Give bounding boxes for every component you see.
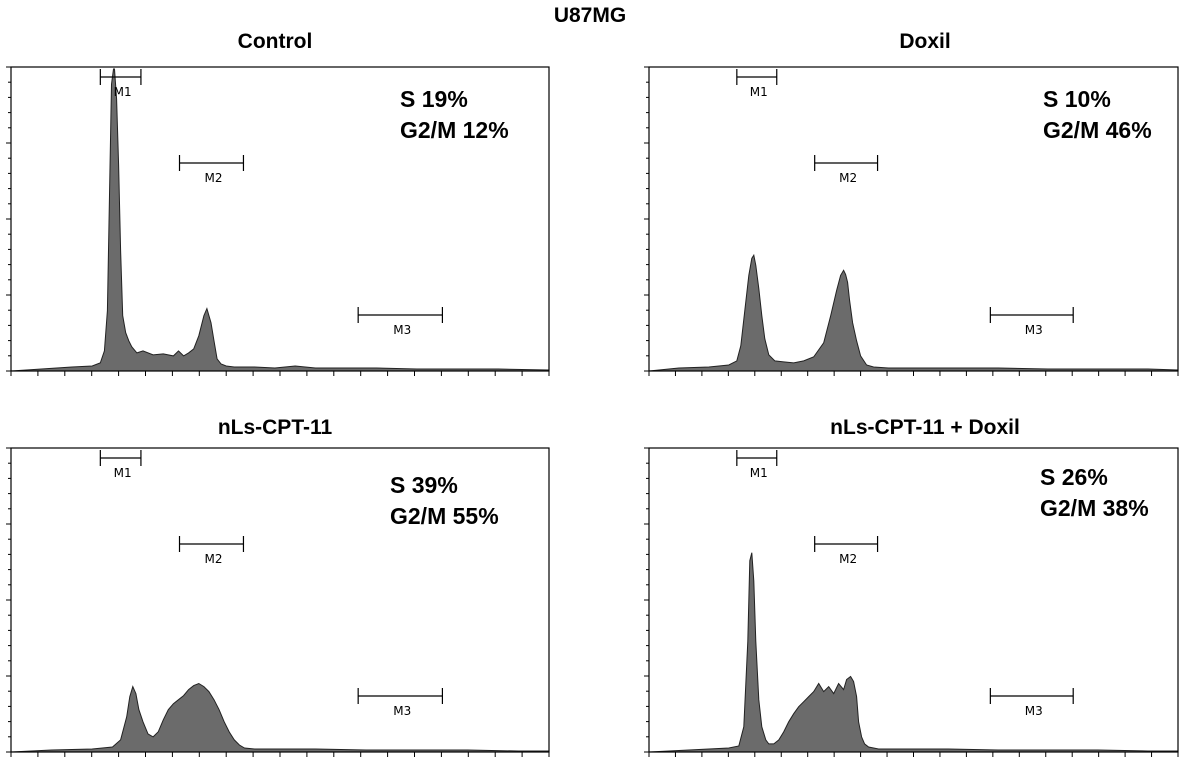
panel-title: Control: [237, 30, 313, 53]
histogram-area: [10, 682, 550, 753]
panel-title: nLs-CPT-11: [217, 416, 333, 439]
gate-label: M2: [839, 552, 857, 566]
phase-stat-line: S 26%: [1040, 462, 1149, 493]
phase-label: G2/M: [1040, 495, 1097, 521]
gate-label: M2: [204, 171, 222, 185]
phase-stat-line: S 19%: [400, 84, 509, 115]
phase-stat-line: G2/M 12%: [400, 115, 509, 146]
phase-label: G2/M: [1043, 117, 1100, 143]
gate-label: M2: [839, 171, 857, 185]
gate-marker: M2: [178, 155, 245, 185]
phase-stat-line: S 39%: [390, 470, 499, 501]
gate-label: M1: [114, 466, 132, 480]
phase-stats: S 26% G2/M 38%: [1040, 462, 1149, 524]
histogram-area: [648, 552, 1179, 753]
phase-stat-line: S 10%: [1043, 84, 1152, 115]
phase-stats: S 10% G2/M 46%: [1043, 84, 1152, 146]
phase-stat-line: G2/M 38%: [1040, 493, 1149, 524]
phase-label: S: [1043, 86, 1059, 112]
phase-stat-line: G2/M 46%: [1043, 115, 1152, 146]
gate-label: M2: [204, 552, 222, 566]
phase-value: 19%: [421, 86, 468, 112]
histogram-area: [10, 68, 550, 372]
histogram-area: [648, 253, 1179, 372]
phase-value: 39%: [411, 472, 458, 498]
gate-label: M1: [750, 85, 768, 99]
panel-title: Doxil: [899, 30, 951, 53]
gate-marker: M1: [736, 450, 778, 480]
figure-title: U87MG: [553, 4, 627, 27]
gate-label: M3: [1025, 323, 1043, 337]
phase-value: 46%: [1105, 117, 1152, 143]
gate-label: M1: [750, 466, 768, 480]
phase-stats: S 39% G2/M 55%: [390, 470, 499, 532]
gate-label: M3: [393, 704, 411, 718]
gate-label: M3: [393, 323, 411, 337]
phase-label: S: [1040, 464, 1056, 490]
phase-value: 12%: [462, 117, 509, 143]
gate-marker: M1: [99, 450, 142, 480]
gate-marker: M2: [814, 536, 879, 566]
phase-label: S: [390, 472, 406, 498]
gate-marker: M2: [178, 536, 245, 566]
panel-title: nLs-CPT-11 + Doxil: [830, 416, 1020, 439]
phase-label: S: [400, 86, 416, 112]
phase-stats: S 19% G2/M 12%: [400, 84, 509, 146]
phase-value: 26%: [1061, 464, 1108, 490]
phase-value: 55%: [452, 503, 499, 529]
phase-value: 38%: [1102, 495, 1149, 521]
gate-marker: M3: [357, 688, 444, 718]
gate-marker: M3: [989, 688, 1074, 718]
gate-marker: M1: [99, 69, 142, 99]
gate-marker: M3: [357, 307, 444, 337]
phase-stat-line: G2/M 55%: [390, 501, 499, 532]
gate-marker: M3: [989, 307, 1074, 337]
gate-marker: M1: [736, 69, 778, 99]
phase-label: G2/M: [400, 117, 457, 143]
phase-label: G2/M: [390, 503, 447, 529]
gate-marker: M2: [814, 155, 879, 185]
phase-value: 10%: [1064, 86, 1111, 112]
plot-frame: [648, 447, 1179, 753]
gate-label: M1: [114, 85, 132, 99]
gate-label: M3: [1025, 704, 1043, 718]
